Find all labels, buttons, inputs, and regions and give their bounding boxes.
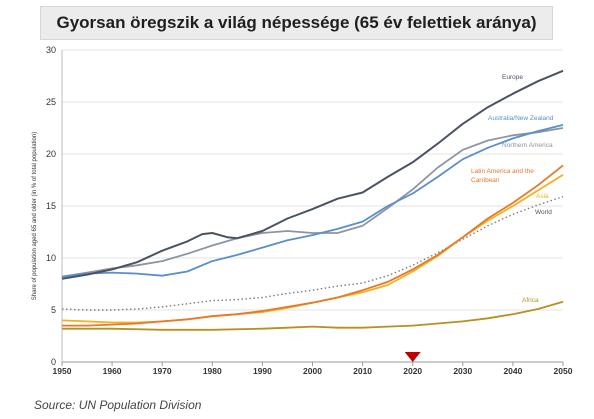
series-label: Africa (522, 297, 539, 304)
x-tick-label: 1970 (153, 366, 172, 376)
y-axis-label: Share of population aged 65 and older (i… (32, 132, 38, 300)
series-line-northern-america (61, 127, 564, 278)
x-tick-label: 1960 (103, 366, 122, 376)
y-tick-label: 5 (51, 305, 56, 315)
y-tick-label: 30 (46, 45, 56, 55)
x-tick-label: 2000 (303, 366, 322, 376)
x-tick-label: 2010 (353, 366, 372, 376)
series-label: Northern America (502, 142, 553, 149)
x-tick-label: 2040 (503, 366, 522, 376)
series-label: Latin America and the (471, 168, 534, 175)
x-tick-label: 2050 (554, 366, 573, 376)
x-tick-label: 2030 (453, 366, 472, 376)
chart-title: Gyorsan öregszik a világ népessége (65 é… (56, 13, 537, 32)
y-tick-label: 15 (46, 201, 56, 211)
y-tick-label: 0 (51, 357, 56, 367)
series-line-asia (61, 174, 564, 324)
series-label: Asia (536, 193, 549, 200)
series-line-australia-new-zealand (61, 124, 564, 278)
series-line-africa (62, 300, 564, 331)
series-label: Europe (502, 74, 523, 81)
x-tick-label: 2020 (403, 366, 422, 376)
series-label: Carribean (471, 177, 500, 184)
source-note: Source: UN Population Division (34, 398, 202, 412)
series-label: World (535, 209, 552, 216)
x-tick-label: 1990 (253, 366, 272, 376)
y-tick-label: 10 (46, 253, 56, 263)
chart-title-bar: Gyorsan öregszik a világ népessége (65 é… (40, 6, 553, 40)
y-tick-label: 25 (46, 97, 56, 107)
y-tick-label: 20 (46, 149, 56, 159)
x-tick-label: 1950 (53, 366, 72, 376)
series-label: Australia/New Zealand (488, 115, 554, 122)
series-line-latin-america-and-the-carribean (62, 164, 564, 327)
x-tick-label: 1980 (203, 366, 222, 376)
year-2020-marker (404, 352, 421, 362)
series-line-world (61, 195, 564, 311)
series-line-europe (61, 69, 564, 280)
